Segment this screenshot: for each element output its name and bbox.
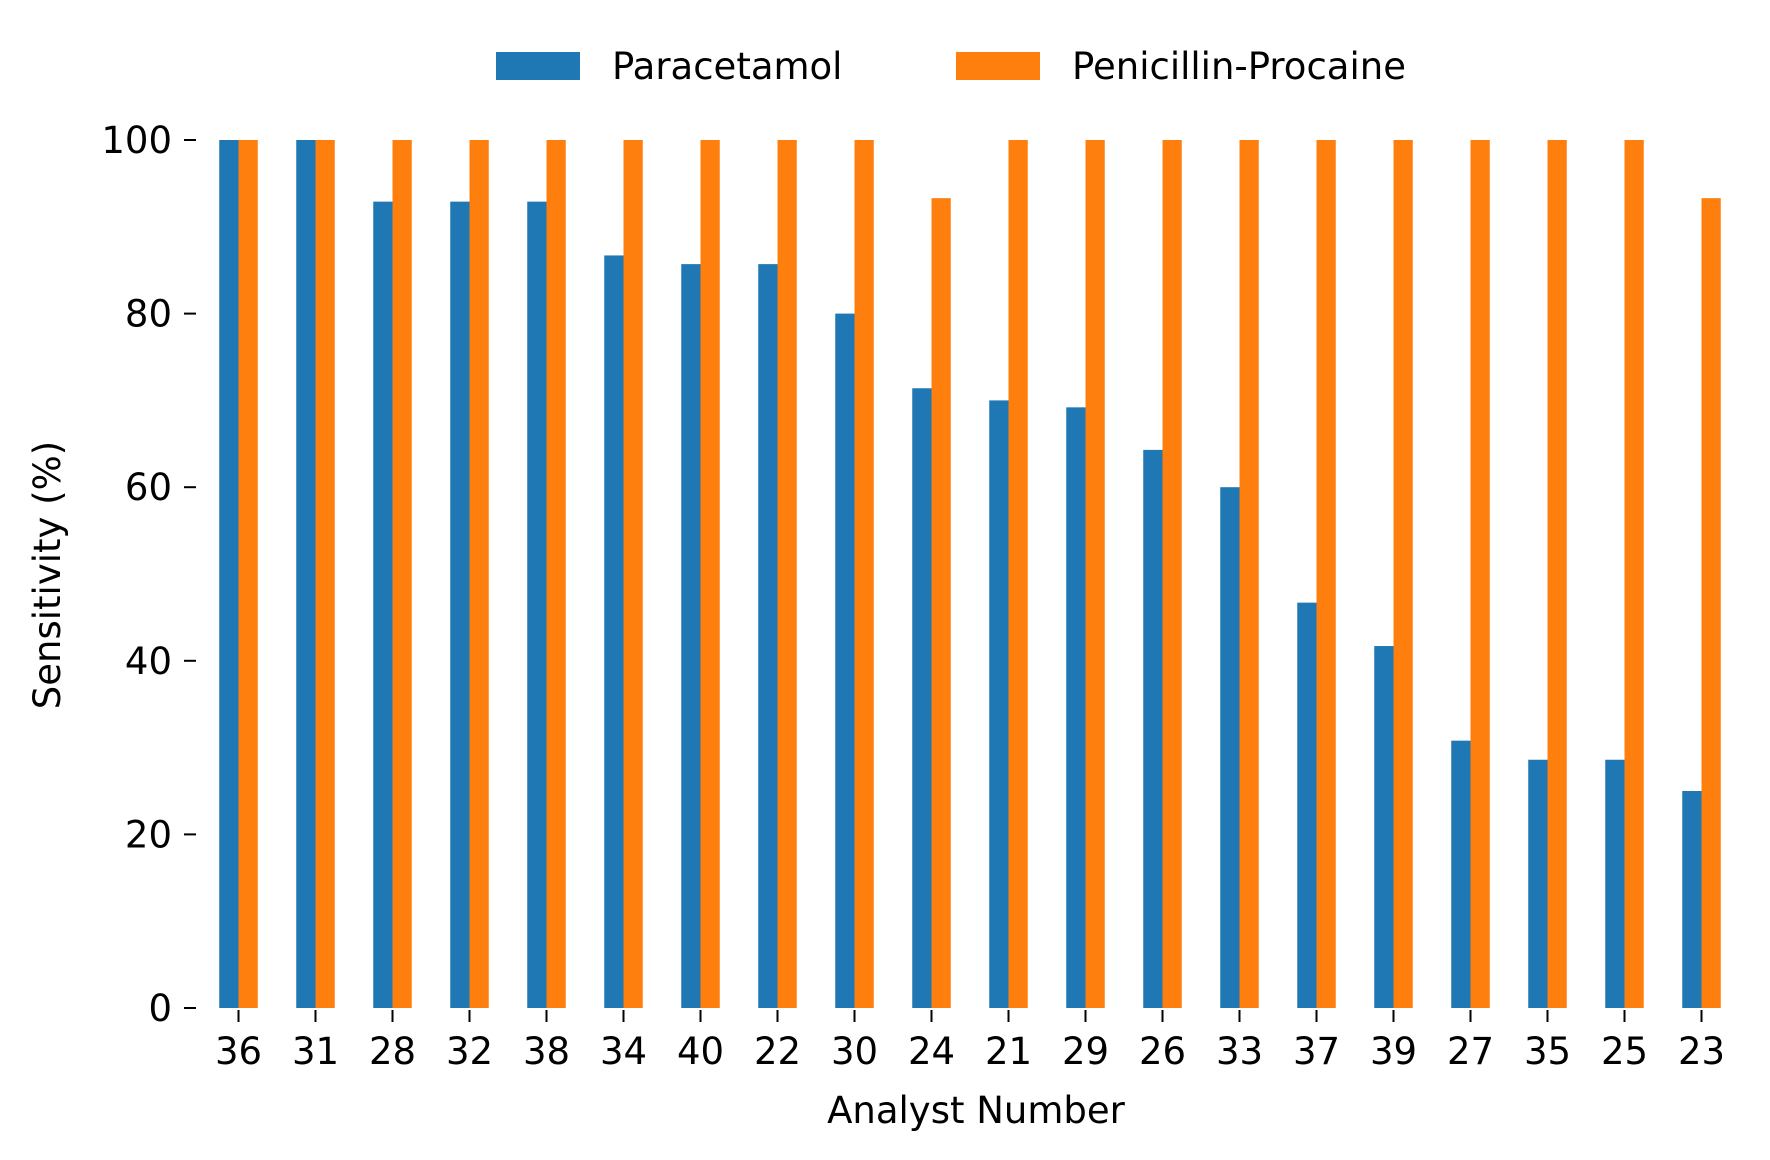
y-tick-label: 20 [125,813,172,856]
bar-penicillin-procaine-26 [1162,140,1182,1008]
x-tick-label: 25 [1601,1030,1648,1073]
bar-paracetamol-22 [758,264,778,1008]
bar-penicillin-procaine-28 [392,140,412,1008]
bar-paracetamol-35 [1528,759,1548,1008]
x-tick-label: 21 [985,1030,1032,1073]
legend-label-paracetamol: Paracetamol [612,45,842,88]
bar-penicillin-procaine-30 [854,140,874,1008]
y-tick-label: 60 [125,466,172,509]
bar-paracetamol-39 [1374,646,1394,1008]
bar-penicillin-procaine-25 [1624,140,1644,1008]
bar-paracetamol-38 [527,201,547,1009]
x-axis-label: Analyst Number [827,1089,1126,1132]
x-tick-label: 40 [677,1030,724,1073]
bar-paracetamol-31 [296,140,316,1008]
bar-penicillin-procaine-36 [238,140,258,1008]
x-tick-label: 26 [1139,1030,1186,1073]
bar-paracetamol-33 [1220,487,1240,1008]
bar-penicillin-procaine-37 [1316,140,1336,1008]
bar-paracetamol-27 [1451,740,1471,1008]
bar-penicillin-procaine-40 [700,140,720,1008]
legend: Paracetamol Penicillin-Procaine [496,45,1406,88]
bar-penicillin-procaine-38 [546,140,566,1008]
x-tick-label: 30 [831,1030,878,1073]
x-tick-label: 24 [908,1030,955,1073]
bar-paracetamol-28 [373,201,393,1009]
legend-swatch-penicillin-procaine [956,52,1040,80]
x-tick-label: 39 [1370,1030,1417,1073]
y-tick-label: 40 [125,640,172,683]
bar-penicillin-procaine-35 [1547,140,1567,1008]
bar-paracetamol-29 [1066,407,1086,1008]
x-tick-label: 31 [292,1030,339,1073]
x-tick-label: 38 [523,1030,570,1073]
x-tick-label: 32 [446,1030,493,1073]
legend-swatch-paracetamol [496,52,580,80]
bar-penicillin-procaine-29 [1085,140,1105,1008]
x-tick-label: 34 [600,1030,647,1073]
legend-label-penicillin-procaine: Penicillin-Procaine [1072,45,1406,88]
bar-penicillin-procaine-39 [1393,140,1413,1008]
bar-paracetamol-34 [604,255,624,1009]
y-axis-label: Sensitivity (%) [26,441,69,709]
x-tick-label: 35 [1524,1030,1571,1073]
bar-penicillin-procaine-23 [1701,198,1721,1008]
bar-paracetamol-36 [219,140,239,1008]
bar-penicillin-procaine-24 [931,198,951,1008]
bar-penicillin-procaine-32 [469,140,489,1008]
bar-paracetamol-40 [681,264,701,1008]
y-tick-label: 80 [125,293,172,336]
x-axis: 36 31 28 32 38 34 40 22 30 24 21 29 26 33 37 39 27 35 25 23 [215,1010,1725,1073]
bar-penicillin-procaine-21 [1008,140,1028,1008]
bar-paracetamol-25 [1605,759,1625,1008]
x-tick-label: 36 [215,1030,262,1073]
bar-penicillin-procaine-27 [1470,140,1490,1008]
bar-paracetamol-32 [450,201,470,1009]
bar-penicillin-procaine-33 [1239,140,1259,1008]
x-tick-label: 37 [1293,1030,1340,1073]
y-tick-label: 100 [101,119,172,162]
bar-paracetamol-30 [835,313,855,1009]
x-tick-label: 28 [369,1030,416,1073]
x-tick-label: 33 [1216,1030,1263,1073]
y-axis: 0 20 40 60 80 100 [101,119,196,1030]
x-tick-label: 27 [1447,1030,1494,1073]
bar-penicillin-procaine-31 [315,140,335,1008]
bar-paracetamol-23 [1682,791,1702,1008]
y-tick-label: 0 [148,987,172,1030]
bar-paracetamol-24 [912,388,932,1008]
bar-paracetamol-21 [989,400,1009,1008]
bar-penicillin-procaine-22 [777,140,797,1008]
bar-paracetamol-37 [1297,602,1317,1008]
bars [219,140,1721,1009]
bar-penicillin-procaine-34 [623,140,643,1008]
bar-paracetamol-26 [1143,449,1163,1009]
x-tick-label: 29 [1062,1030,1109,1073]
x-tick-label: 22 [754,1030,801,1073]
x-tick-label: 23 [1678,1030,1725,1073]
